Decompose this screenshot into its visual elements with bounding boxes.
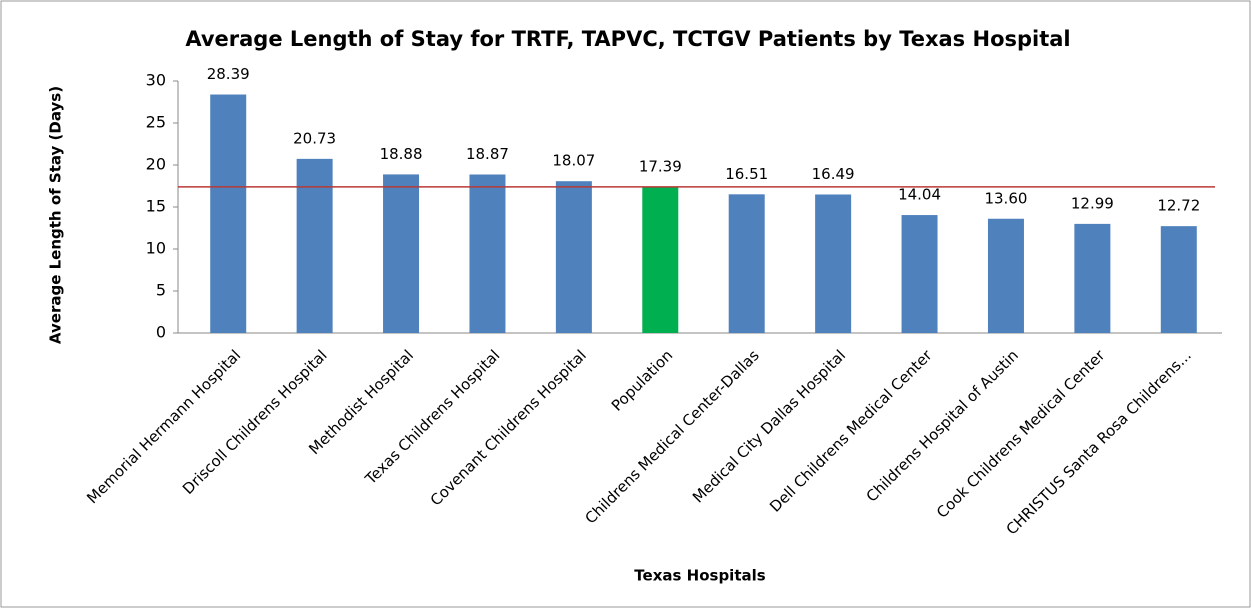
bar	[1074, 223, 1111, 333]
y-tick-label: 10	[146, 239, 166, 258]
chart-title: Average Length of Stay for TRTF, TAPVC, …	[185, 27, 1070, 51]
y-axis-title: Average Length of Stay (Days)	[47, 86, 65, 344]
bar	[901, 215, 938, 333]
x-axis-title: Texas Hospitals	[634, 567, 765, 585]
value-label: 18.88	[380, 145, 423, 163]
y-tick-label: 0	[156, 323, 166, 342]
bar	[383, 174, 420, 333]
value-label: 16.49	[812, 165, 855, 183]
bar	[987, 218, 1024, 333]
value-label: 17.39	[639, 157, 682, 175]
value-label: 14.04	[898, 186, 941, 204]
bar	[1160, 226, 1197, 333]
value-label: 18.87	[466, 145, 509, 163]
bar	[296, 158, 333, 333]
value-label: 12.72	[1157, 197, 1200, 215]
bar	[210, 94, 247, 333]
value-label: 12.99	[1071, 194, 1114, 212]
y-tick-label: 30	[146, 71, 166, 90]
value-label: 18.07	[552, 152, 595, 170]
bar	[642, 186, 679, 333]
bar	[728, 194, 765, 333]
value-label: 20.73	[293, 129, 336, 147]
y-tick-label: 15	[146, 197, 166, 216]
bar	[469, 174, 506, 333]
bar	[815, 194, 852, 333]
value-label: 13.60	[984, 189, 1027, 207]
value-label: 16.51	[725, 165, 768, 183]
y-tick-label: 20	[146, 155, 166, 174]
y-tick-label: 25	[146, 113, 166, 132]
y-tick-label: 5	[156, 281, 166, 300]
value-label: 28.39	[207, 65, 250, 83]
bar	[555, 181, 592, 333]
